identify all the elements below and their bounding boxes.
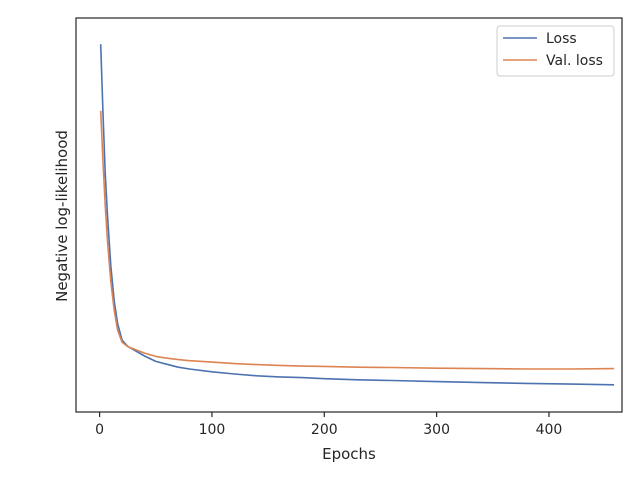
y-axis-label: Negative log-likelihood	[53, 130, 71, 302]
x-tick-label: 300	[423, 422, 450, 438]
series-layer	[99, 44, 615, 386]
legend-label: Val. loss	[546, 53, 603, 69]
x-tick-label: 0	[95, 422, 104, 438]
plot-frame	[75, 17, 623, 413]
series-line-loss	[99, 44, 615, 386]
x-tick-label: 200	[311, 422, 338, 438]
x-tick-label: 100	[199, 422, 226, 438]
x-axis-label: Epochs	[322, 445, 376, 463]
x-tick-label: 400	[536, 422, 563, 438]
x-axis: 0 100 200 300 400	[95, 412, 562, 438]
series-line-val-loss	[99, 110, 615, 370]
legend: Loss Val. loss	[496, 25, 615, 77]
plot-background	[76, 18, 622, 412]
legend-label: Loss	[546, 31, 577, 47]
